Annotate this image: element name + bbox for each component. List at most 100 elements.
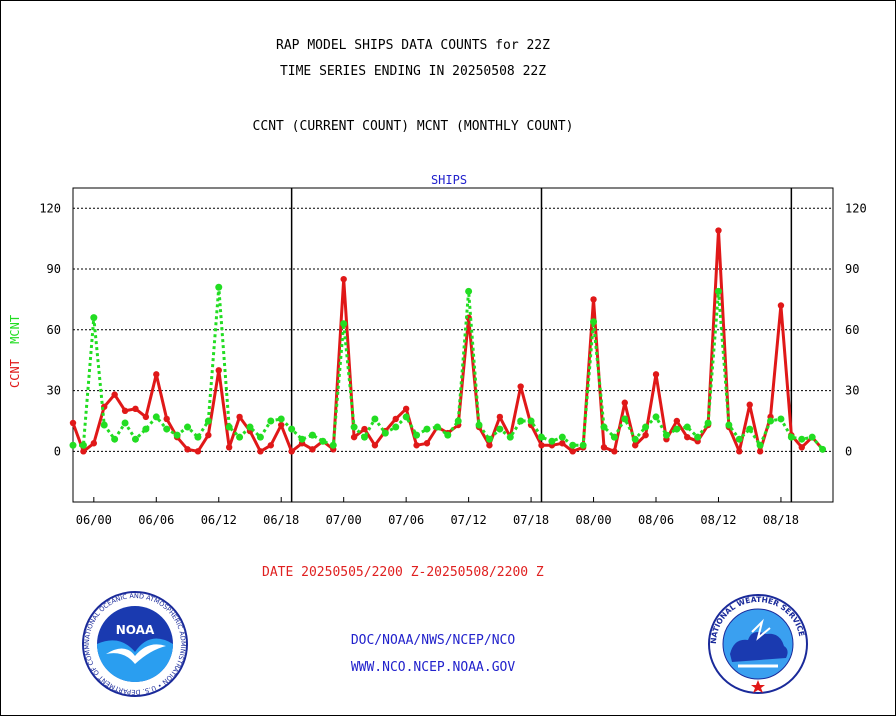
point-mcnt <box>288 425 296 433</box>
point-ccnt <box>736 448 743 455</box>
point-mcnt <box>537 433 545 441</box>
point-ccnt <box>777 302 785 309</box>
point-ccnt <box>715 227 722 234</box>
point-mcnt <box>215 283 223 291</box>
point-ccnt <box>340 275 347 283</box>
point-mcnt <box>69 441 77 449</box>
point-mcnt <box>423 425 431 433</box>
point-ccnt <box>132 405 139 413</box>
y-tick-label: 120 <box>39 201 61 215</box>
y-tick-label-right: 30 <box>845 384 859 398</box>
point-mcnt <box>204 417 212 425</box>
point-ccnt <box>798 444 805 451</box>
point-mcnt <box>496 425 504 433</box>
point-mcnt <box>673 425 681 433</box>
point-ccnt <box>142 413 150 421</box>
point-mcnt <box>79 441 87 449</box>
y-axis-label: CCNT MCNT <box>8 315 22 388</box>
panel-title: SHIPS <box>431 173 467 187</box>
y-axis-left: 0 30 60 90 120 <box>39 201 61 458</box>
noaa-logo: NOAA NATIONAL OCEANIC AND ATMOSPHERIC AD… <box>80 590 188 697</box>
point-mcnt <box>579 441 587 449</box>
point-ccnt <box>392 415 399 423</box>
point-mcnt <box>246 423 254 431</box>
point-ccnt <box>257 448 264 455</box>
series-ccnt <box>69 227 826 455</box>
point-mcnt <box>381 429 389 437</box>
point-mcnt <box>131 435 139 443</box>
point-ccnt <box>423 440 431 447</box>
point-mcnt <box>350 423 358 431</box>
point-ccnt <box>756 448 764 455</box>
point-ccnt <box>361 425 368 433</box>
point-ccnt <box>590 296 597 303</box>
point-mcnt <box>371 415 379 423</box>
point-mcnt <box>465 287 473 295</box>
point-mcnt <box>485 435 493 443</box>
x-tick-label: 06/06 <box>138 513 174 527</box>
x-tick-label: 07/12 <box>451 513 487 527</box>
point-mcnt <box>777 415 785 423</box>
point-ccnt <box>402 405 410 413</box>
point-mcnt <box>184 423 192 431</box>
point-ccnt <box>538 442 545 449</box>
point-mcnt <box>683 423 691 431</box>
point-mcnt <box>308 431 316 439</box>
point-ccnt <box>600 444 608 451</box>
point-mcnt <box>277 415 285 423</box>
point-mcnt <box>694 433 702 441</box>
point-mcnt <box>111 435 119 443</box>
noaa-logo-text: NOAA <box>116 623 155 637</box>
point-mcnt <box>256 433 264 441</box>
point-ccnt <box>684 433 691 441</box>
point-mcnt <box>402 413 410 421</box>
point-mcnt <box>819 445 827 453</box>
y-axis-right: 0 30 60 90 120 <box>845 201 867 458</box>
point-mcnt <box>798 435 806 443</box>
point-mcnt <box>454 417 462 425</box>
point-ccnt <box>350 433 358 441</box>
svg-text:CCNT MCNT: CCNT MCNT <box>8 315 22 388</box>
chart-title-line2: TIME SERIES ENDING IN 20250508 22Z <box>279 64 547 79</box>
point-ccnt <box>278 421 285 429</box>
point-ccnt <box>486 442 493 449</box>
point-mcnt <box>808 433 816 441</box>
point-mcnt <box>361 433 369 441</box>
point-mcnt <box>121 419 129 427</box>
point-ccnt <box>80 448 87 455</box>
point-mcnt <box>767 417 775 425</box>
point-mcnt <box>517 417 525 425</box>
x-tick-label: 08/18 <box>763 513 799 527</box>
point-mcnt <box>413 431 421 439</box>
y-tick-label-right: 0 <box>845 444 852 458</box>
plot-area <box>72 187 834 503</box>
point-mcnt <box>267 417 275 425</box>
point-ccnt <box>413 442 420 449</box>
point-mcnt <box>225 423 233 431</box>
point-ccnt <box>69 419 77 427</box>
point-mcnt <box>631 435 639 443</box>
point-mcnt <box>142 425 150 433</box>
point-ccnt <box>611 448 618 455</box>
point-ccnt <box>225 444 233 451</box>
point-ccnt <box>153 371 160 378</box>
point-mcnt <box>662 431 670 439</box>
series-line-ccnt <box>71 229 824 453</box>
point-ccnt <box>121 407 129 415</box>
point-ccnt <box>569 448 576 455</box>
point-mcnt <box>787 433 795 441</box>
chart-title-line3: CCNT (CURRENT COUNT) MCNT (MONTHLY COUNT… <box>252 119 574 134</box>
point-ccnt <box>621 399 628 406</box>
x-tick-label: 08/00 <box>575 513 611 527</box>
point-ccnt <box>642 431 649 439</box>
point-mcnt <box>652 413 660 421</box>
point-mcnt <box>444 431 452 439</box>
point-ccnt <box>205 431 212 439</box>
point-ccnt <box>631 442 639 449</box>
point-mcnt <box>642 423 650 431</box>
x-tick-label: 06/12 <box>201 513 237 527</box>
point-ccnt <box>194 448 202 455</box>
point-ccnt <box>90 440 98 447</box>
point-ccnt <box>215 367 222 374</box>
